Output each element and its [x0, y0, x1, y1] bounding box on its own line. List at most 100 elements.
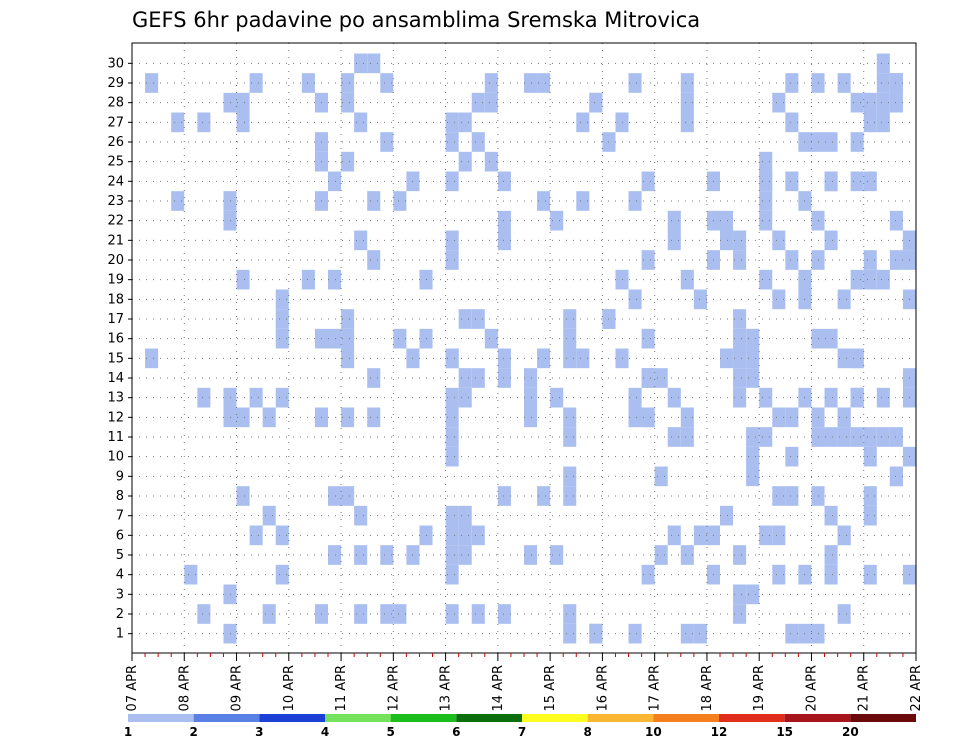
heatmap-cell	[341, 309, 355, 329]
heatmap-cell	[759, 151, 773, 172]
heatmap-cell	[628, 191, 642, 211]
heatmap-cell	[850, 348, 864, 369]
heatmap-cell	[458, 525, 472, 546]
grid-lines	[132, 43, 916, 653]
x-tick-label: 17 APR	[648, 665, 663, 711]
heatmap-cell	[341, 486, 355, 506]
y-tick-label: 6	[116, 528, 124, 543]
heatmap-cell	[733, 230, 747, 251]
x-tick-label: 20 APR	[804, 665, 819, 711]
heatmap-cell	[380, 73, 394, 93]
heatmap-cell	[824, 132, 838, 152]
heatmap-cell	[354, 230, 368, 251]
heatmap-cell	[301, 73, 315, 93]
heatmap-cell	[458, 387, 472, 408]
heatmap-cell	[733, 584, 747, 605]
x-tick-label: 19 APR	[752, 665, 767, 711]
y-axis-ticks: 1234567891011121314151617181920212223242…	[107, 56, 132, 642]
heatmap-cell	[667, 525, 681, 546]
heatmap-cell	[563, 328, 577, 349]
heatmap-cell	[733, 387, 747, 408]
heatmap-cell	[563, 466, 577, 487]
y-tick-label: 11	[107, 430, 124, 445]
heatmap-cell	[824, 427, 838, 447]
heatmap-cell	[641, 407, 655, 428]
x-tick-label: 13 APR	[439, 665, 454, 711]
x-tick-label: 11 APR	[334, 665, 349, 711]
heatmap-cell	[641, 171, 655, 192]
heatmap-cell	[236, 486, 250, 506]
heatmap-cell	[759, 525, 773, 546]
heatmap-cell	[563, 309, 577, 329]
heatmap-cell	[354, 505, 368, 526]
heatmap-cell	[628, 289, 642, 310]
y-tick-label: 1	[116, 627, 124, 642]
heatmap-cell	[733, 328, 747, 349]
heatmap-cell	[445, 525, 459, 546]
heatmap-cell	[733, 348, 747, 369]
heatmap-cell	[145, 348, 159, 369]
heatmap-cell	[863, 92, 877, 113]
heatmap-cell	[850, 171, 864, 192]
heatmap-cell	[837, 604, 851, 624]
y-tick-label: 5	[116, 548, 124, 563]
heatmap-cell	[746, 446, 760, 467]
heatmap-cell	[458, 368, 472, 388]
colorbar-swatch	[653, 714, 719, 722]
colorbar-label: 1	[124, 725, 132, 739]
heatmap-cell	[628, 387, 642, 408]
heatmap-cell	[889, 466, 903, 487]
heatmap-cell	[484, 92, 498, 113]
heatmap-cell	[471, 525, 485, 546]
heatmap-cell	[236, 112, 250, 133]
heatmap-cell	[563, 623, 577, 644]
heatmap-cell	[863, 171, 877, 192]
heatmap-cell	[759, 269, 773, 290]
heatmap-cell	[667, 210, 681, 231]
heatmap-cell	[824, 387, 838, 408]
heatmap-cell	[563, 427, 577, 447]
colorbar-swatch	[325, 714, 391, 722]
heatmap-cell	[628, 73, 642, 93]
heatmap-cell	[550, 387, 564, 408]
colorbar-label: 3	[255, 725, 263, 739]
y-tick-label: 21	[107, 233, 124, 248]
x-axis-ticks: 07 APR 08 APR 09 APR 10 APR 11 APR 12 APR 13 A…	[125, 653, 924, 711]
x-tick-label: 10 APR	[282, 665, 297, 711]
colorbar-label: 20	[842, 725, 859, 739]
heatmap-cell	[693, 525, 707, 546]
heatmap-cell	[889, 92, 903, 113]
y-tick-label: 23	[107, 194, 124, 209]
heatmap-cell	[641, 564, 655, 585]
y-tick-label: 10	[107, 450, 124, 465]
heatmap-cell	[341, 348, 355, 369]
heatmap-cell	[772, 289, 786, 310]
x-tick-label: 18 APR	[700, 665, 715, 711]
y-tick-label: 17	[107, 312, 124, 327]
heatmap-cell	[458, 151, 472, 172]
heatmap-cell	[772, 407, 786, 428]
colorbar-swatch	[784, 714, 851, 722]
heatmap-cell	[785, 407, 799, 428]
heatmap-cell	[693, 289, 707, 310]
heatmap-cell	[876, 112, 890, 133]
heatmap-cell	[850, 92, 864, 113]
heatmap-cell	[680, 73, 694, 93]
heatmap-cell	[262, 604, 276, 624]
heatmap-cell	[863, 446, 877, 467]
heatmap-cell	[576, 348, 590, 369]
colorbar-swatch	[193, 714, 260, 722]
heatmap-cell	[759, 171, 773, 192]
heatmap-cell	[863, 486, 877, 506]
heatmap-cell	[380, 604, 394, 624]
y-tick-label: 2	[116, 607, 124, 622]
heatmap-cell	[680, 545, 694, 565]
y-tick-label: 3	[116, 587, 124, 602]
heatmap-cell	[393, 604, 407, 624]
heatmap-cell	[328, 328, 342, 349]
heatmap-cell	[680, 269, 694, 290]
heatmap-cell	[445, 505, 459, 526]
heatmap-cell	[785, 446, 799, 467]
heatmap-cell	[445, 407, 459, 428]
